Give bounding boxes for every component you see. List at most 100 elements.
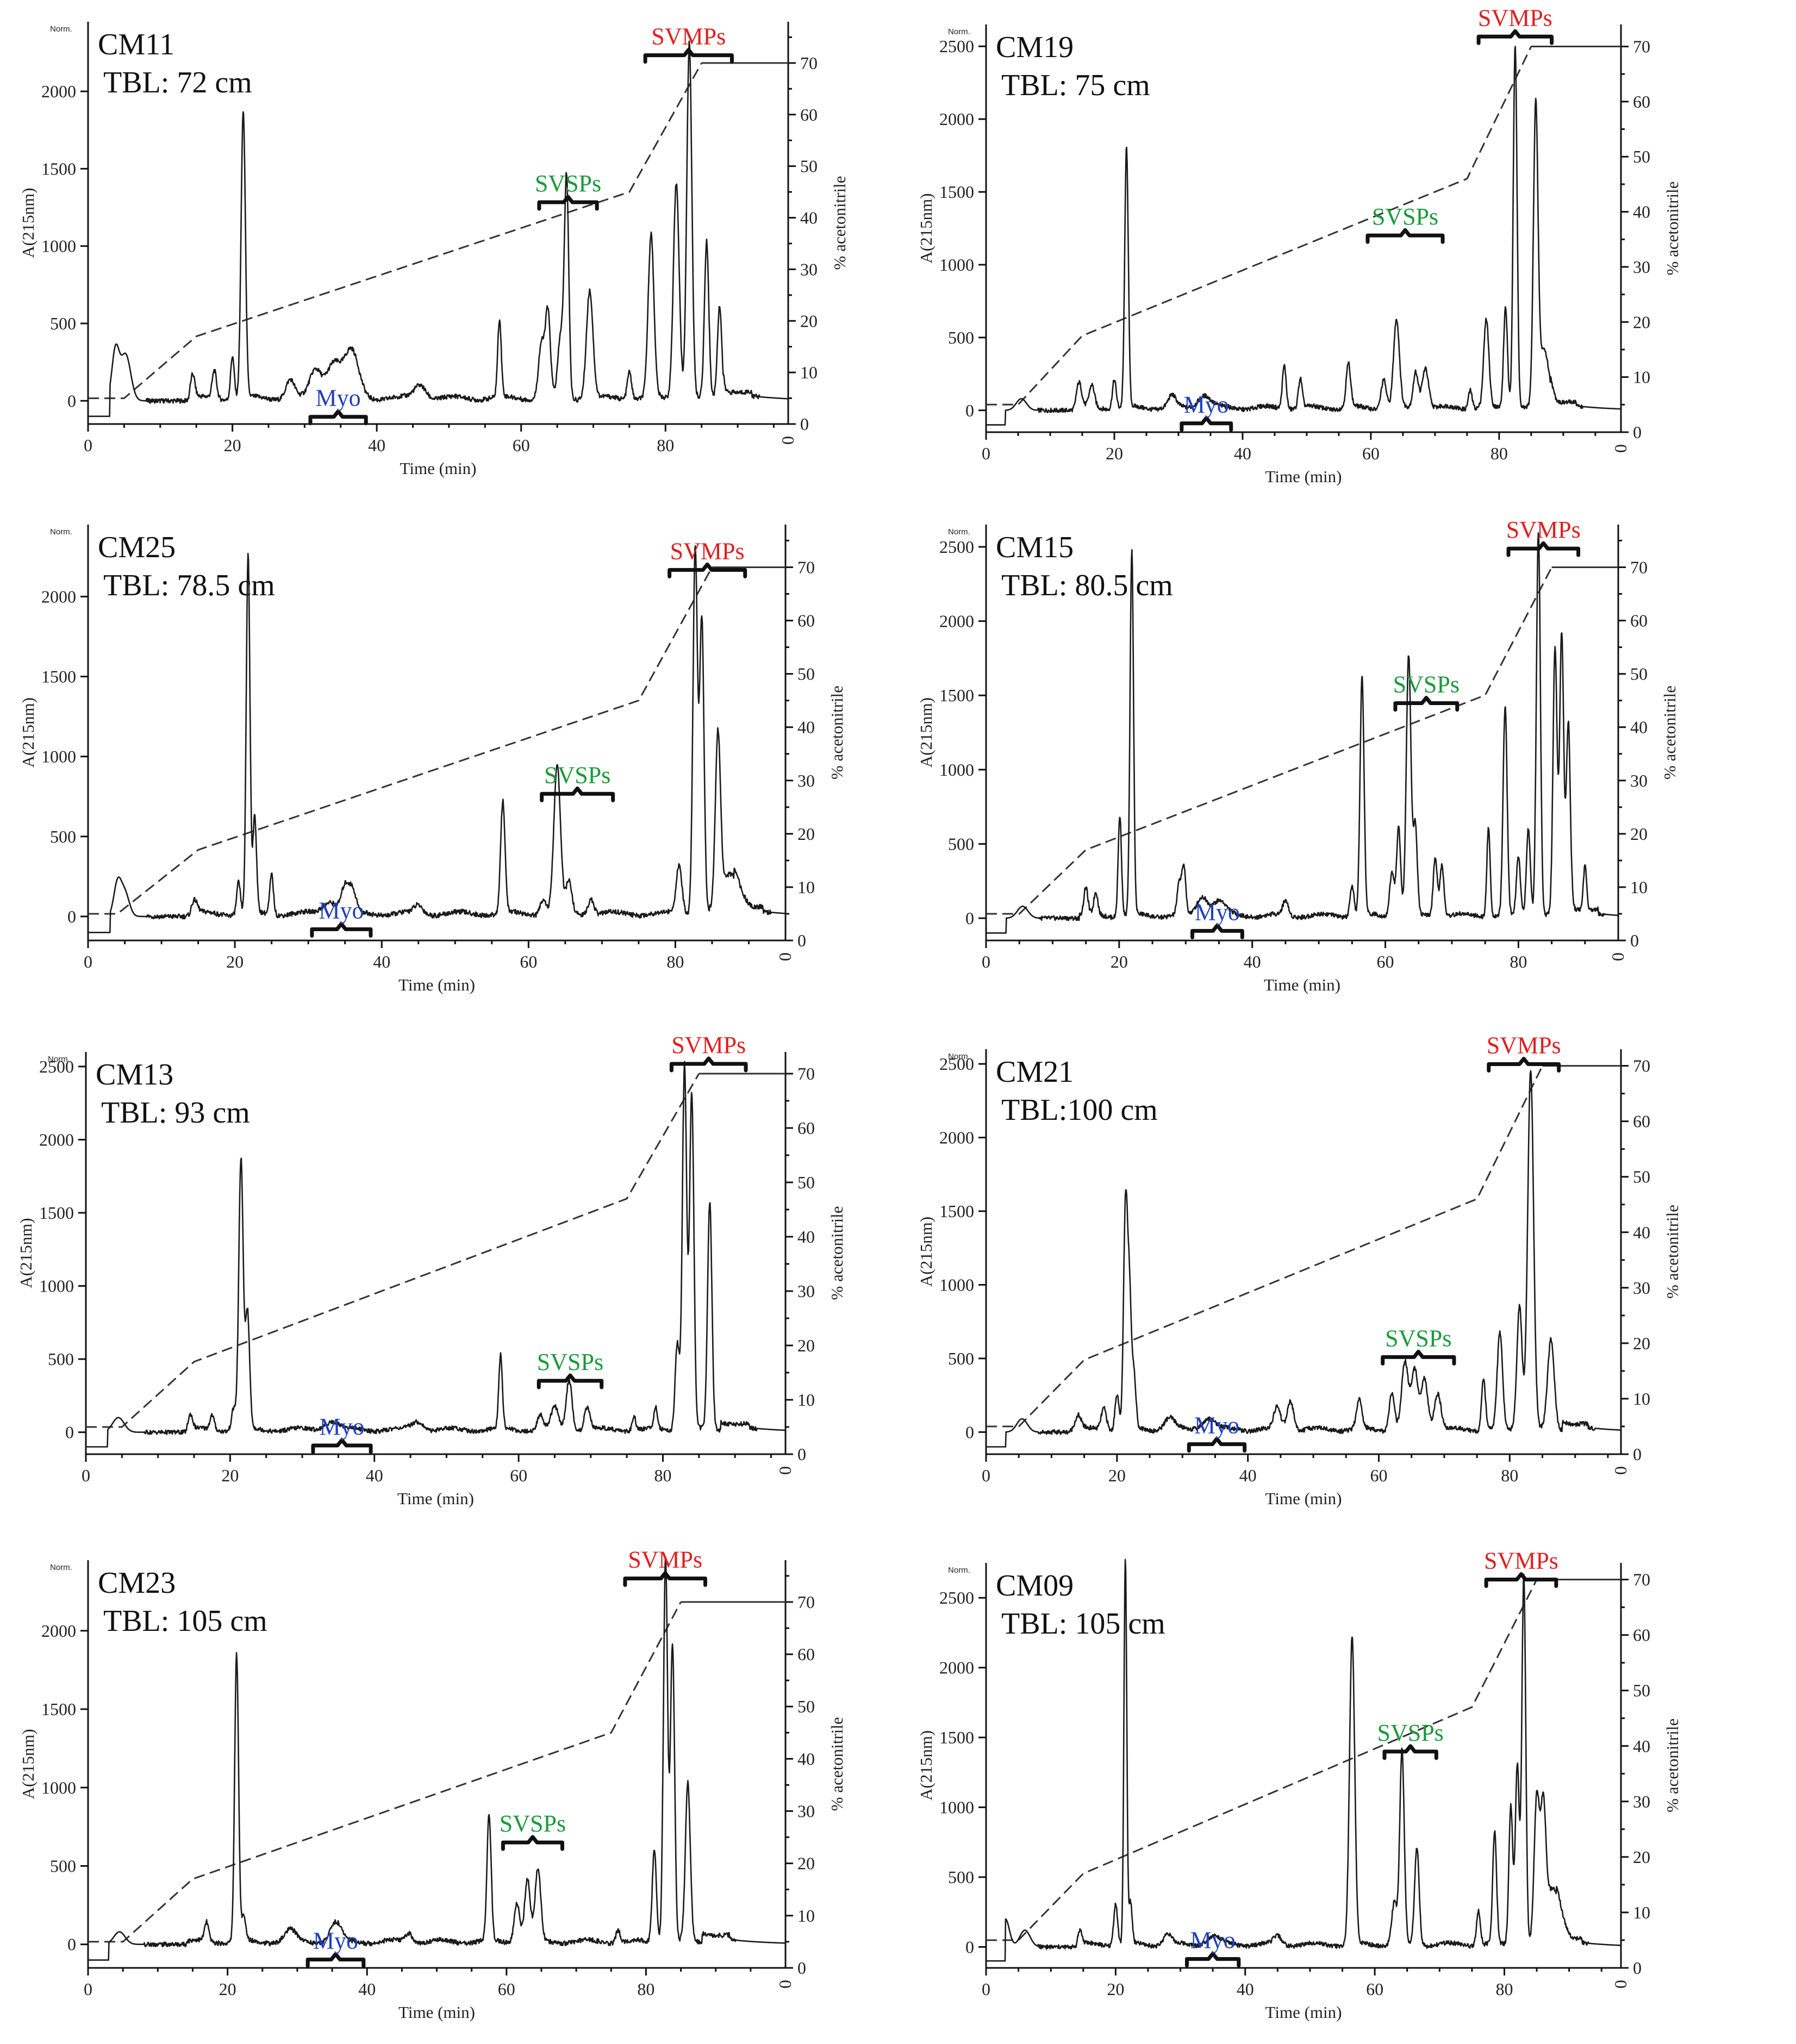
x-tick-label: 40 [358,1979,376,1999]
x-tick-label: 80 [654,1466,671,1485]
y-tick-label: 500 [50,1856,76,1876]
chromatogram-trace [986,532,1619,934]
y2-tick-label: 10 [797,877,815,897]
y2-tick-label: 60 [1633,92,1650,111]
brace-label: SVMPs [1478,4,1552,31]
y-axis-label: A(215nm) [916,1730,936,1800]
brace-label: SVSPs [1377,1719,1443,1746]
brace-mark [1506,541,1581,557]
y2-tick-label: 0 [1633,1958,1642,1978]
y-axis-label: A(215nm) [916,193,936,263]
y2-tick-label: 0 [1633,1444,1642,1464]
x-tick-label: 0 [982,952,990,971]
y-tick-label: 1000 [939,1798,974,1817]
y-tick-label: 500 [48,1349,74,1369]
brace-mark [501,1835,564,1851]
y2-tick-label: 0 [797,1958,806,1978]
y2-end-label: 0 [1611,1980,1630,1989]
brace-label: SVSPs [544,762,610,788]
y-tick-label: 500 [50,314,76,333]
y2-tick-label: 50 [800,157,818,176]
y2-tick-label: 60 [800,105,818,124]
brace-mark [668,562,747,578]
x-tick-label: 0 [82,1466,90,1485]
x-tick-label: 20 [1111,952,1128,971]
brace-mark [1190,923,1244,939]
y2-axis-label: % acetonitrile [827,1717,846,1811]
y2-tick-label: 20 [1633,312,1650,332]
y2-tick-label: 30 [797,771,815,790]
acetonitrile-gradient-line [88,63,703,400]
y2-tick-label: 10 [1630,877,1648,897]
brace-mark [1180,416,1233,432]
y-tick-label: 500 [948,834,974,853]
acetonitrile-gradient-line [986,1065,1543,1428]
y2-tick-label: 20 [1633,1333,1650,1353]
y-tick-label: 1500 [41,667,76,687]
y-tick-label: 2000 [41,587,76,606]
x-tick-label: 40 [1234,444,1251,463]
y-tick-label: 1500 [939,1201,974,1221]
x-tick-label: 80 [1510,952,1527,971]
y-tick-label: 2000 [939,109,974,129]
y-tick-label: 2500 [939,36,974,56]
y-tick-label: 1500 [939,1728,974,1747]
chromatogram-trace [986,1559,1622,1962]
y-tick-label: 1000 [939,760,974,780]
acetonitrile-gradient-line [88,1601,682,1943]
y2-tick-label: 40 [797,718,815,737]
brace-label: SVSPs [1372,203,1438,230]
x-tick-label: 80 [666,952,684,971]
x-tick-label: 0 [982,444,990,463]
brace-myo: Myo [1190,899,1244,939]
x-tick-label: 40 [373,952,390,971]
brace-mark [537,1373,604,1389]
y-tick-label: 2500 [939,1054,974,1074]
y-tick-label: 2000 [939,612,974,631]
brace-label: SVMPs [670,538,745,564]
y2-tick-label: 60 [1633,1112,1650,1131]
brace-mark [537,195,599,211]
norm-label: Norm. [50,1563,72,1572]
y2-end-label: 0 [1611,444,1630,453]
y-tick-label: 2000 [939,1658,974,1678]
x-axis-label: Time (min) [1265,1489,1342,1508]
y2-tick-label: 50 [797,1697,815,1716]
brace-svmps: SVMPs [1476,4,1554,45]
y2-tick-label: 20 [800,311,818,331]
acetonitrile-gradient-line [88,566,713,915]
y2-tick-label: 40 [797,1749,815,1768]
y2-tick-label: 70 [1633,1056,1650,1076]
chart-panel-cm15: 0 20 40 60 800500100015002000250001020304050… [916,516,1679,994]
y2-end-label: 0 [1608,952,1627,961]
y-tick-label: 2000 [41,82,76,101]
x-tick-label: 0 [982,1466,990,1485]
brace-mark [643,48,734,64]
x-tick-label: 20 [219,1979,236,1999]
y2-tick-label: 10 [1633,1389,1650,1409]
y-tick-label: 1500 [939,182,974,202]
brace-svmps: SVMPs [669,1032,748,1073]
brace-svsps: SVSPs [1393,671,1460,712]
tbl-label: TBL: 105 cm [1001,1607,1165,1641]
norm-label: Norm. [948,527,970,537]
brace-svsps: SVSPs [535,170,601,211]
y2-end-label: 0 [1611,1466,1630,1475]
brace-label: Myo [319,897,364,924]
y2-tick-label: 30 [1633,257,1650,277]
acetonitrile-gradient-line [986,46,1532,406]
y2-tick-label: 30 [1633,1278,1650,1298]
y2-tick-label: 60 [1630,611,1648,631]
x-tick-label: 0 [84,952,92,971]
y-tick-label: 2000 [939,1128,974,1148]
x-tick-label: 0 [84,435,92,455]
y-axis-label: A(215nm) [18,697,38,768]
y-tick-label: 0 [965,401,974,420]
y2-end-label: 0 [775,1466,795,1475]
brace-mark [1487,1057,1561,1073]
y2-tick-label: 40 [1630,718,1648,737]
norm-label: Norm. [948,1052,970,1061]
tbl-label: TBL: 78.5 cm [103,569,275,602]
y2-axis-label: % acetonitrile [1663,1718,1682,1812]
